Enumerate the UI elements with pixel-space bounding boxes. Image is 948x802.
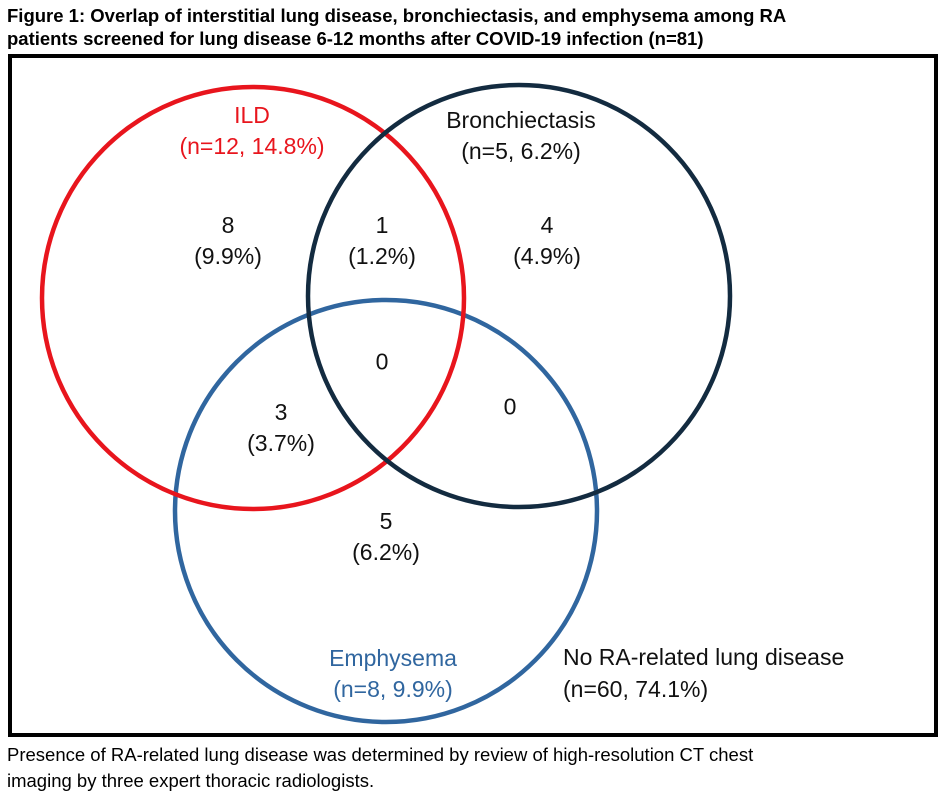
figure-caption: Presence of RA-related lung disease was … [7, 744, 754, 791]
region-count: 5 [379, 508, 393, 534]
bronchiectasis-circle [305, 82, 733, 510]
region-percent: (1.2%) [348, 243, 416, 269]
region-percent: (6.2%) [352, 539, 420, 565]
ild-set-name: ILD [234, 102, 270, 128]
region-count: 1 [375, 212, 389, 238]
region-count: 3 [274, 399, 288, 425]
venn-region-ild-only: 8 (9.9%) [194, 210, 262, 272]
bronchiectasis-set-label: Bronchiectasis (n=5, 6.2%) [446, 105, 596, 167]
bronchiectasis-set-count: (n=5, 6.2%) [461, 138, 581, 164]
ild-set-label: ILD (n=12, 14.8%) [179, 100, 324, 162]
region-count: 8 [221, 212, 235, 238]
ild-set-count: (n=12, 14.8%) [179, 133, 325, 159]
emphysema-set-label: Emphysema (n=8, 9.9%) [329, 643, 457, 705]
venn-region-triple-intersection: 0 [376, 347, 389, 378]
no-disease-name: No RA-related lung disease [563, 644, 845, 670]
venn-region-emphysema-only: 5 (6.2%) [352, 506, 420, 568]
venn-region-ild-bronchiectasis: 1 (1.2%) [348, 210, 416, 272]
emphysema-circle [172, 297, 600, 725]
no-disease-label: No RA-related lung disease (n=60, 74.1%) [563, 641, 844, 705]
bronchiectasis-set-name: Bronchiectasis [446, 107, 596, 133]
venn-diagram-frame [8, 54, 938, 737]
venn-region-bronchiectasis-emphysema: 0 [504, 392, 517, 423]
venn-region-bronchiectasis-only: 4 (4.9%) [513, 210, 581, 272]
region-count: 0 [375, 348, 389, 375]
region-count: 0 [503, 393, 517, 420]
region-percent: (4.9%) [513, 243, 581, 269]
venn-region-ild-emphysema: 3 (3.7%) [247, 397, 315, 459]
region-percent: (9.9%) [194, 243, 262, 269]
figure-title: Figure 1: Overlap of interstitial lung d… [7, 5, 787, 49]
emphysema-set-count: (n=8, 9.9%) [333, 676, 453, 702]
region-count: 4 [540, 212, 554, 238]
no-disease-count: (n=60, 74.1%) [563, 676, 709, 702]
emphysema-set-name: Emphysema [329, 645, 457, 671]
ild-circle [39, 84, 467, 512]
region-percent: (3.7%) [247, 430, 315, 456]
